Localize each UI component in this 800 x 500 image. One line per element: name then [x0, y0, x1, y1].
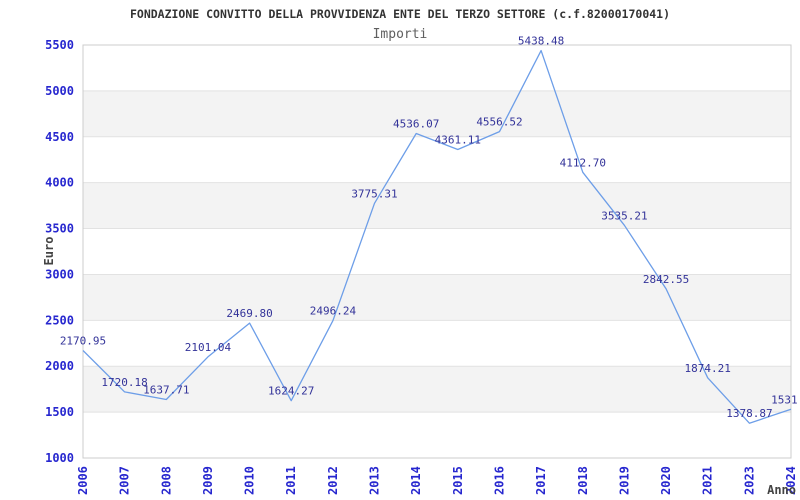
plot-bands	[83, 90, 791, 413]
x-tick-label: 2021	[701, 466, 715, 495]
x-tick-label: 2009	[201, 466, 215, 495]
data-point-label: 4556.52	[476, 116, 522, 129]
chart-title: FONDAZIONE CONVITTO DELLA PROVVIDENZA EN…	[130, 7, 670, 21]
data-point-label: 2170.95	[60, 335, 106, 348]
y-tick-label: 1000	[45, 451, 74, 465]
data-point-label: 1637.71	[143, 384, 189, 397]
x-tick-label: 2011	[284, 466, 298, 495]
data-point-label: 3535.21	[601, 209, 647, 222]
y-tick-label: 3500	[45, 222, 74, 236]
data-point-label: 2101.04	[185, 341, 232, 354]
y-tick-label: 5000	[45, 84, 74, 98]
data-point-label: 2842.55	[643, 273, 689, 286]
x-axis-tick-labels: 2006 2007 2008 2009 2010 2011 2012 2013 2014 2015…	[76, 466, 798, 495]
chart-subtitle: Importi	[373, 27, 428, 42]
x-tick-label: 2008	[159, 466, 173, 495]
band	[83, 90, 791, 137]
data-point-label: 1378.87	[726, 407, 772, 420]
data-point-label: 4361.11	[435, 134, 481, 147]
y-tick-label: 2500	[45, 313, 74, 327]
x-tick-label: 2018	[576, 466, 590, 495]
x-tick-label: 2016	[493, 466, 507, 495]
x-tick-label: 2007	[118, 466, 132, 495]
plot-area-border	[82, 44, 792, 459]
band	[83, 182, 791, 229]
data-point-label: 1720.18	[101, 376, 147, 389]
x-tick-label: 2019	[617, 466, 631, 495]
x-tick-label: 2010	[243, 466, 257, 495]
data-point-label: 1874.21	[685, 362, 731, 375]
y-tick-label: 2000	[45, 359, 74, 373]
data-point-label: 1624.27	[268, 385, 314, 398]
data-line	[82, 49, 792, 424]
data-point-label: 5438.48	[518, 35, 564, 48]
x-tick-label: 2006	[76, 466, 90, 495]
x-tick-label: 2013	[368, 466, 382, 495]
x-tick-label: 2023	[742, 466, 756, 495]
x-tick-label: 2012	[326, 466, 340, 495]
x-tick-label: 2024	[784, 466, 798, 495]
y-tick-label: 5500	[45, 38, 74, 52]
gridlines	[83, 90, 791, 413]
data-point-label: 1531.1	[771, 393, 800, 406]
data-point-label: 4536.07	[393, 118, 439, 131]
x-tick-label: 2017	[534, 466, 548, 495]
x-axis-title: Anno	[767, 483, 796, 497]
data-point-label: 2496.24	[310, 305, 357, 318]
y-tick-label: 4000	[45, 176, 74, 190]
y-tick-label: 3000	[45, 267, 74, 281]
x-tick-label: 2014	[409, 466, 423, 495]
y-tick-label: 4500	[45, 130, 74, 144]
band	[83, 366, 791, 413]
y-axis-title: Euro	[42, 237, 56, 266]
data-point-label: 2469.80	[226, 307, 272, 320]
x-tick-label: 2020	[659, 466, 673, 495]
x-tick-label: 2015	[451, 466, 465, 495]
y-axis-tick-labels: 5500 5000 4500 4000 3500 3000 2500 2000 1500 1000	[45, 38, 74, 465]
data-point-label: 4112.70	[560, 156, 606, 169]
band	[83, 274, 791, 321]
data-point-label: 3775.31	[351, 187, 397, 200]
y-tick-label: 1500	[45, 405, 74, 419]
